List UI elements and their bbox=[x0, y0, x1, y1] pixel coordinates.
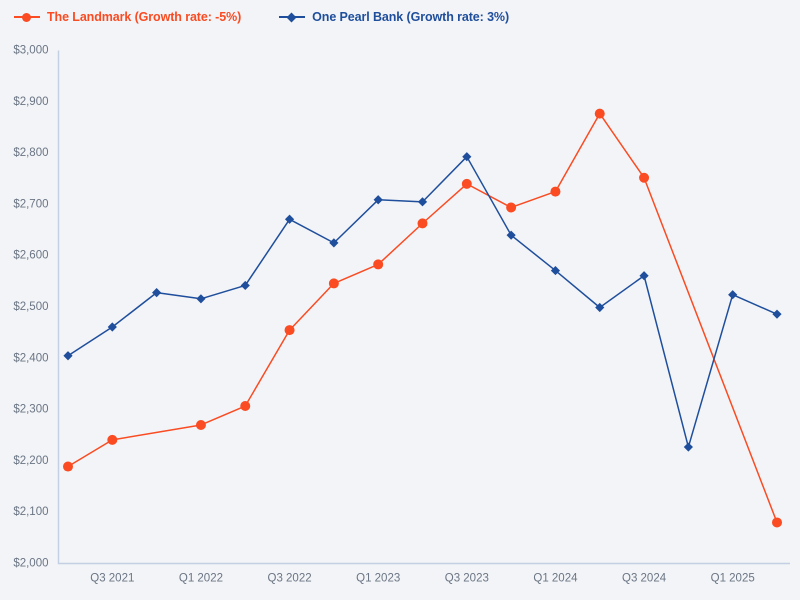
data-point-marker[interactable] bbox=[417, 197, 428, 207]
data-point-marker[interactable] bbox=[595, 302, 605, 313]
y-tick-label: $2,300 bbox=[13, 404, 48, 416]
data-point-marker[interactable] bbox=[683, 442, 693, 452]
x-tick-label: Q3 2024 bbox=[622, 573, 667, 585]
x-tick-label: Q3 2021 bbox=[90, 573, 134, 585]
x-tick-label: Q3 2022 bbox=[268, 573, 312, 585]
y-tick-label: $2,000 bbox=[13, 558, 48, 570]
data-point-marker[interactable] bbox=[152, 288, 162, 298]
x-tick-label: Q1 2025 bbox=[711, 573, 755, 585]
data-point-marker[interactable] bbox=[373, 259, 384, 270]
chart-axis-lines bbox=[57, 50, 790, 565]
legend-label: The Landmark (Growth rate: -5%) bbox=[47, 10, 242, 24]
data-point-marker[interactable] bbox=[240, 280, 250, 291]
legend-marker-diamond-icon bbox=[279, 11, 306, 23]
legend-item-the-landmark[interactable]: The Landmark (Growth rate: -5%) bbox=[14, 10, 241, 24]
y-tick-label: $2,400 bbox=[13, 352, 48, 364]
legend-item-one-pearl-bank[interactable]: One Pearl Bank (Growth rate: 3%) bbox=[279, 10, 509, 24]
y-tick-label: $2,900 bbox=[13, 96, 48, 108]
data-point-marker[interactable] bbox=[550, 265, 561, 276]
y-tick-label: $2,800 bbox=[13, 147, 48, 159]
data-point-marker[interactable] bbox=[284, 214, 295, 224]
data-point-marker[interactable] bbox=[373, 195, 383, 205]
data-point-marker[interactable] bbox=[772, 517, 782, 528]
x-tick-label: Q1 2023 bbox=[356, 573, 400, 585]
y-tick-label: $2,200 bbox=[13, 455, 48, 467]
data-point-marker[interactable] bbox=[328, 278, 339, 289]
series-line bbox=[67, 112, 778, 524]
data-point-marker[interactable] bbox=[329, 238, 339, 248]
data-point-marker[interactable] bbox=[284, 325, 295, 336]
data-point-marker[interactable] bbox=[196, 294, 206, 304]
data-point-marker[interactable] bbox=[506, 202, 517, 213]
data-point-marker[interactable] bbox=[639, 271, 649, 281]
y-tick-label: $2,500 bbox=[13, 301, 48, 313]
data-point-marker[interactable] bbox=[417, 218, 428, 229]
legend-label: One Pearl Bank (Growth rate: 3%) bbox=[312, 10, 510, 24]
legend-marker-circle-icon bbox=[14, 11, 40, 23]
data-point-marker[interactable] bbox=[550, 186, 561, 197]
data-point-marker[interactable] bbox=[63, 351, 73, 361]
y-axis-tick-labels: $2,000 $2,100 $2,200 $2,300 $2,400 $2,500 $2,6… bbox=[13, 45, 48, 570]
data-point-marker[interactable] bbox=[594, 108, 605, 119]
data-point-marker[interactable] bbox=[63, 461, 73, 472]
x-tick-label: Q3 2023 bbox=[445, 573, 489, 585]
chart-legend: The Landmark (Growth rate: -5%) One Pearl… bbox=[0, 0, 800, 34]
data-point-marker[interactable] bbox=[461, 178, 472, 189]
data-point-marker[interactable] bbox=[506, 230, 516, 240]
data-point-marker[interactable] bbox=[107, 434, 118, 445]
y-tick-label: $2,100 bbox=[13, 506, 48, 518]
x-tick-label: Q1 2024 bbox=[533, 573, 578, 585]
data-point-marker[interactable] bbox=[639, 172, 650, 183]
series-one-pearl-bank bbox=[63, 152, 782, 452]
data-point-marker[interactable] bbox=[107, 322, 117, 332]
series-the-landmark bbox=[63, 108, 782, 528]
y-tick-label: $2,600 bbox=[13, 250, 48, 262]
data-point-marker[interactable] bbox=[462, 152, 472, 162]
data-point-marker[interactable] bbox=[195, 419, 206, 430]
data-point-marker[interactable] bbox=[772, 309, 782, 319]
data-point-marker[interactable] bbox=[728, 290, 738, 300]
x-axis-tick-labels: Q3 2021 Q1 2022 Q3 2022 Q1 2023 Q3 2023 Q1 20… bbox=[90, 573, 755, 585]
y-tick-label: $3,000 bbox=[13, 45, 48, 57]
x-tick-label: Q1 2022 bbox=[179, 573, 223, 585]
y-tick-label: $2,700 bbox=[13, 198, 48, 210]
data-point-marker[interactable] bbox=[240, 401, 251, 412]
